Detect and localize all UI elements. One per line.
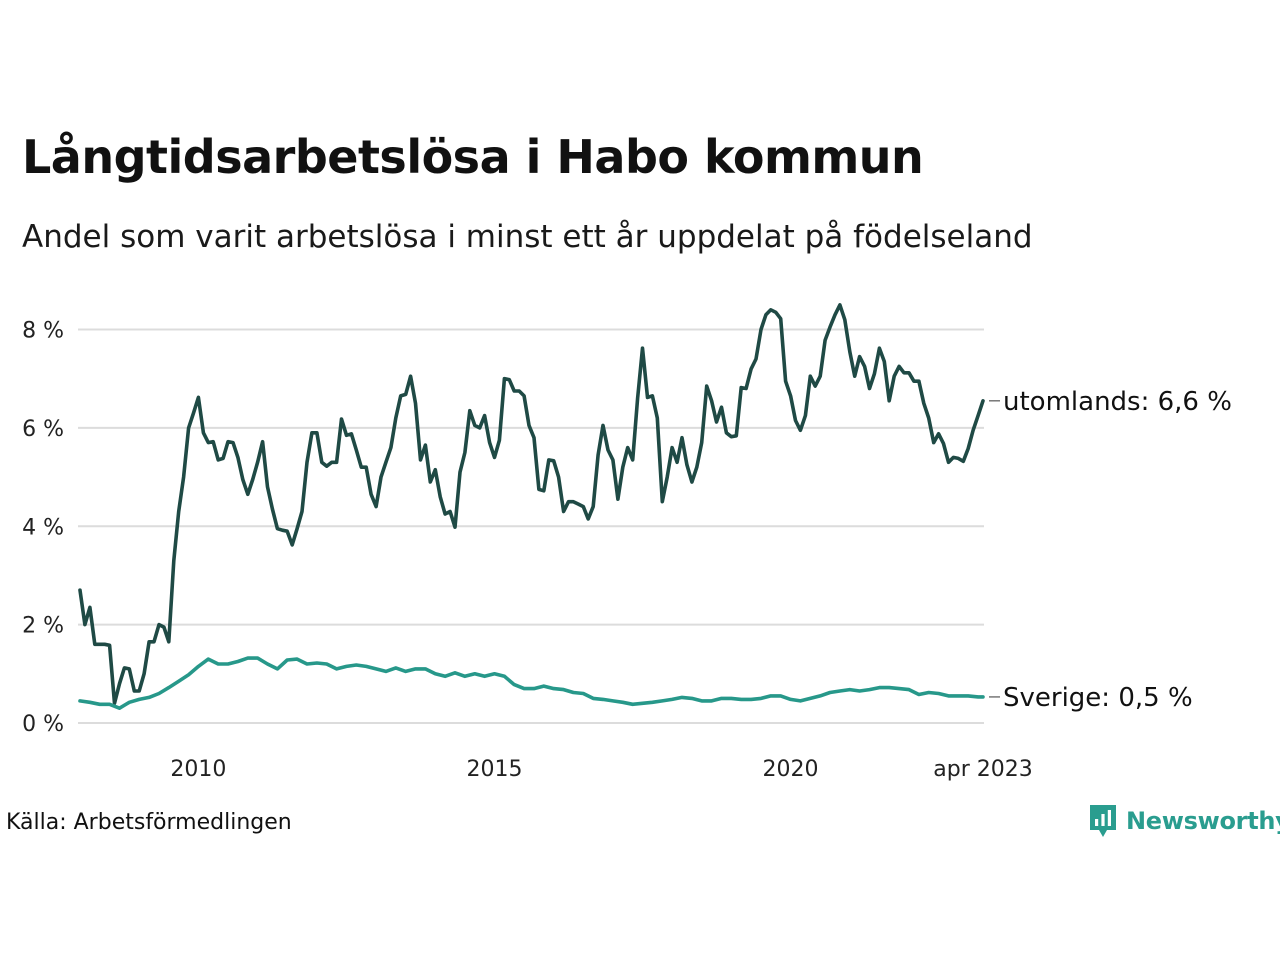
chart-subtitle: Andel som varit arbetslösa i minst ett å… (22, 219, 1033, 255)
x-tick-label: 2010 (170, 757, 226, 782)
y-tick-label: 2 % (22, 614, 64, 639)
y-tick-label: 6 % (22, 417, 64, 442)
newsworthy-logo-icon (1090, 805, 1116, 837)
series-line-utomlands (78, 303, 985, 706)
end-label-sverige: Sverige: 0,5 % (1003, 683, 1193, 713)
x-tick-label: 2020 (763, 757, 819, 782)
y-axis-ticks: 0 % 2 % 4 % 6 % 8 % (22, 319, 64, 737)
end-label-utomlands: utomlands: 6,6 % (1003, 387, 1232, 417)
source-note: Källa: Arbetsförmedlingen (6, 810, 292, 835)
y-tick-label: 0 % (22, 712, 64, 737)
end-labels: utomlands: 6,6 % Sverige: 0,5 % (989, 387, 1232, 713)
series-line-sverige (78, 656, 985, 710)
chart-title: Långtidsarbetslösa i Habo kommun (22, 130, 924, 184)
x-axis-ticks: 2010 2015 2020 apr 2023 (170, 757, 1032, 782)
series-lines (78, 303, 985, 710)
y-tick-label: 4 % (22, 515, 64, 540)
x-tick-label: 2015 (466, 757, 522, 782)
y-tick-label: 8 % (22, 319, 64, 344)
brand-name: Newsworthy (1126, 807, 1280, 835)
x-tick-label: apr 2023 (933, 757, 1032, 782)
newsworthy-logo: Newsworthy (1088, 803, 1280, 839)
gridlines (78, 328, 984, 724)
